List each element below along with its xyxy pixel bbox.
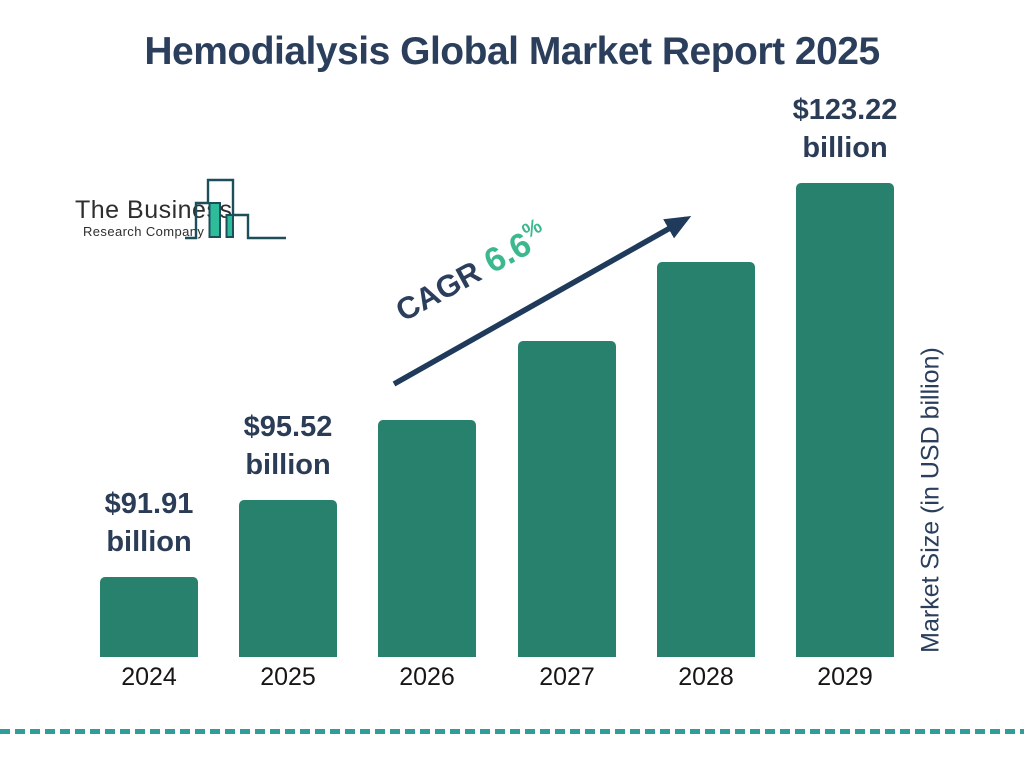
- company-logo: The Business Research Company: [75, 178, 290, 244]
- bar-2025: [239, 500, 337, 657]
- logo-name-line1: The Business: [75, 196, 233, 224]
- x-tick-2029: 2029: [817, 663, 873, 691]
- logo-name-line2: Research Company: [83, 224, 205, 239]
- bar-2026: [378, 420, 476, 657]
- bar-2028: [657, 262, 755, 657]
- page-title: Hemodialysis Global Market Report 2025: [144, 30, 880, 73]
- bar-2027: [518, 341, 616, 657]
- value-unit: billion: [802, 132, 888, 164]
- value-label-2029: $123.22 billion: [755, 91, 935, 167]
- value-label-2025: $95.52 billion: [198, 408, 378, 484]
- x-tick-2025: 2025: [260, 663, 316, 691]
- y-axis-label: Market Size (in USD billion): [916, 347, 945, 653]
- value-label-2024: $91.91 billion: [59, 485, 239, 561]
- bottom-dashed-divider: [0, 729, 1024, 734]
- value-amount: $123.22: [792, 94, 898, 126]
- value-unit: billion: [106, 526, 192, 558]
- x-tick-2027: 2027: [539, 663, 595, 691]
- value-amount: $95.52: [243, 411, 333, 443]
- x-tick-2026: 2026: [399, 663, 455, 691]
- x-tick-2024: 2024: [121, 663, 177, 691]
- bar-2024: [100, 577, 198, 657]
- cagr-annotation: CAGR6.6%: [384, 207, 555, 331]
- value-amount: $91.91: [104, 488, 194, 520]
- cagr-label: CAGR: [389, 254, 487, 329]
- x-tick-2028: 2028: [678, 663, 734, 691]
- bar-2029: [796, 183, 894, 657]
- bar-chart-logo-icon: [185, 178, 286, 240]
- value-unit: billion: [245, 449, 331, 481]
